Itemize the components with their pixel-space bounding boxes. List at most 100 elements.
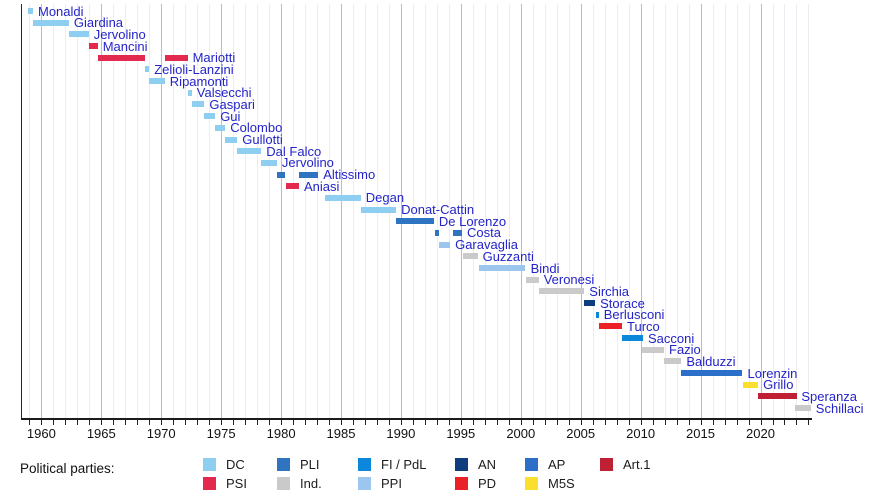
axis-tick (532, 420, 534, 425)
minister-label: Gullotti (242, 132, 283, 147)
term-bar (681, 370, 743, 377)
axis-tick (748, 420, 750, 425)
axis-tick (281, 420, 283, 425)
minister-label: Mariotti (192, 50, 236, 66)
minister-label: Storace (600, 295, 645, 311)
legend-item-label: DC (226, 457, 245, 472)
minister-label: Sacconi (648, 330, 695, 346)
axis-tick (448, 420, 450, 425)
minister-label: Ripamonti (169, 73, 229, 89)
gridline (796, 4, 798, 419)
gridline (484, 4, 486, 419)
axis-tick (245, 420, 247, 425)
axis-tick (556, 420, 558, 425)
axis-tick (125, 420, 127, 425)
axis-tick (53, 420, 55, 425)
term-bar (68, 31, 89, 38)
gridline (424, 4, 426, 419)
term-bar (595, 311, 599, 318)
gridline (341, 4, 342, 419)
gridline (652, 4, 654, 419)
legend-item-label: PD (478, 476, 497, 491)
term-bar (742, 381, 759, 388)
gridline (77, 4, 79, 419)
axis-tick (221, 420, 223, 425)
axis-tick (688, 420, 690, 425)
gridline (724, 4, 726, 419)
axis-tick (628, 420, 630, 425)
legend-item-label: PPI (381, 476, 402, 491)
gridline (616, 4, 618, 419)
axis-year-label: 1990 (386, 426, 416, 441)
minister-label: De Lorenzo (438, 213, 507, 229)
gridline (353, 4, 354, 419)
gridline (676, 4, 678, 419)
gridline (712, 4, 714, 419)
term-bar (237, 148, 262, 155)
term-bar (215, 124, 226, 131)
axis-tick (472, 420, 474, 425)
legend-title: Political parties: (20, 461, 115, 476)
axis-tick (736, 420, 738, 425)
term-bar (88, 43, 98, 49)
axis-tick (592, 420, 594, 425)
axis-tick (161, 420, 163, 425)
axis-year-label: 1995 (446, 426, 476, 441)
term-bar (757, 393, 797, 400)
gridline (496, 4, 498, 419)
axis-tick (137, 420, 139, 425)
axis-tick (341, 420, 342, 425)
axis-tick (784, 420, 786, 425)
axis-year-label: 2005 (566, 426, 596, 441)
gridline (556, 4, 558, 419)
minister-label: Zelioli-Lanzini (154, 61, 234, 77)
axis-tick (185, 420, 187, 425)
axis-year-label: 2000 (506, 426, 536, 441)
minister-label: Giardina (73, 15, 124, 31)
axis-year-label: 2010 (626, 426, 656, 441)
axis-tick (77, 420, 79, 425)
minister-label: Costa (467, 225, 501, 241)
minister-label: Altissimo (323, 167, 376, 182)
axis-tick (269, 420, 271, 425)
axis-tick (388, 420, 390, 425)
gridline (748, 4, 750, 419)
gridline (400, 4, 402, 419)
gridline (568, 4, 570, 419)
gridline (293, 4, 295, 419)
legend-swatch (525, 458, 538, 471)
term-bar (641, 346, 664, 353)
gridline (688, 4, 690, 419)
gridline (592, 4, 594, 419)
axis-tick (400, 420, 402, 425)
axis-tick (293, 420, 295, 425)
term-bar (164, 54, 188, 61)
axis-tick (760, 420, 762, 425)
gridline (640, 4, 642, 419)
legend-swatch (525, 477, 538, 490)
minister-label: Colombo (230, 120, 283, 136)
gridline (65, 4, 67, 419)
minister-label: Veronesi (543, 272, 595, 288)
minister-label: Degan (365, 190, 405, 206)
axis-tick (257, 420, 259, 425)
gridline (532, 4, 534, 419)
term-bar (145, 66, 150, 73)
axis-tick (89, 420, 91, 425)
term-bar (33, 19, 69, 26)
legend-item-label: AN (478, 457, 497, 472)
term-bar (434, 229, 439, 236)
axis-year-label: 1985 (326, 426, 356, 441)
minister-label: Gaspari (209, 96, 255, 112)
gridline (29, 4, 31, 419)
gridline (245, 4, 247, 419)
axis-tick (197, 420, 199, 425)
gridline (329, 4, 330, 419)
axis-tick (700, 420, 702, 425)
term-bar (584, 300, 596, 306)
axis-tick (508, 420, 510, 425)
gridline (700, 4, 702, 419)
axis-tick (496, 420, 498, 425)
term-bar (299, 171, 319, 178)
